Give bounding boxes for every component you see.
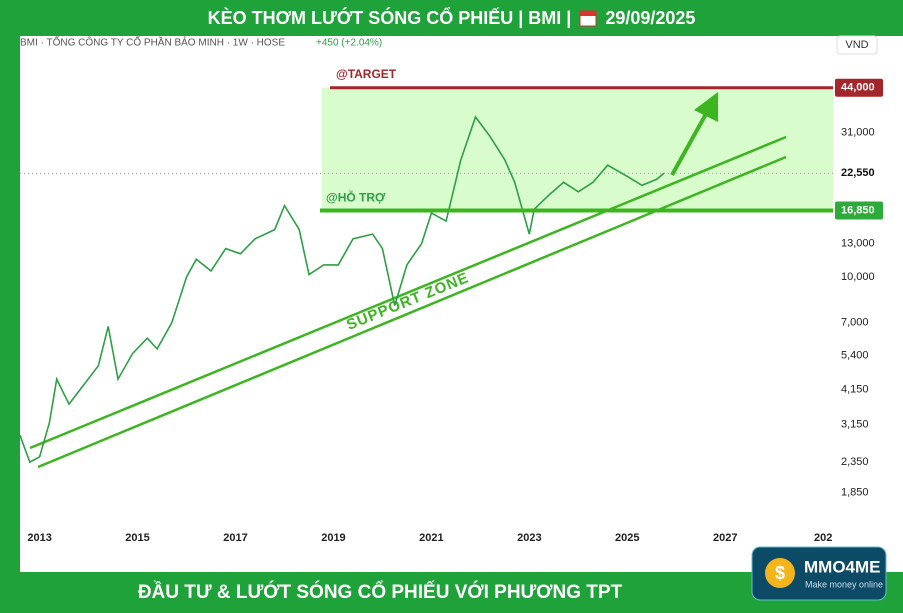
change: +450 (+2.04%) xyxy=(316,38,382,49)
price-line xyxy=(19,115,665,464)
logo-tagline: Make money online xyxy=(805,579,883,589)
logo-text: MMO4ME xyxy=(804,557,881,576)
x-tick-label: 2019 xyxy=(321,532,345,544)
x-tick-label: 2015 xyxy=(125,532,149,544)
x-tick-label: 2025 xyxy=(615,532,639,544)
header-date: 29/09/2025 xyxy=(605,7,696,28)
y-tick-label: 4,150 xyxy=(841,383,869,395)
target-label: @TARGET xyxy=(336,67,397,81)
y-tick-label: 2,350 xyxy=(841,456,869,468)
support-label: @HỖ TRỢ xyxy=(326,190,386,205)
target-zone xyxy=(322,87,833,211)
y-tick-label: 5,400 xyxy=(841,350,869,362)
header-title: KÈO THƠM LƯỚT SÓNG CỔ PHIẾU | BMI | xyxy=(207,7,572,28)
logo-coin xyxy=(765,558,795,588)
legend: BMI · TỔNG CÔNG TY CỔ PHẦN BẢO MINH · 1W… xyxy=(20,36,285,49)
price-tag-label: 44,000 xyxy=(841,82,875,94)
arrow-shaft xyxy=(670,113,708,176)
unit: VND xyxy=(845,39,868,51)
price-tag xyxy=(835,78,883,97)
y-tick-label: 31,000 xyxy=(841,126,875,138)
y-tick-label: 1,850 xyxy=(841,487,869,499)
price-tag xyxy=(835,201,883,220)
x-tick-label: 2013 xyxy=(27,532,51,544)
channel-upper xyxy=(29,135,787,450)
x-tick-label: 2023 xyxy=(517,532,541,544)
calendar-icon xyxy=(579,10,597,27)
y-tick-label: 10,000 xyxy=(841,271,875,283)
price-tag xyxy=(835,164,883,183)
y-tick-label: 3,150 xyxy=(841,419,869,431)
price-tag-label: 16,850 xyxy=(841,204,875,216)
unit-box xyxy=(836,35,878,55)
x-tick-label: 2027 xyxy=(713,532,737,544)
x-tick-label: 202 xyxy=(814,532,832,544)
logo: $ MMO4ME Make money online xyxy=(751,546,887,601)
logo-dollar: $ xyxy=(775,563,785,583)
y-tick-label: 13,000 xyxy=(841,237,875,249)
header: KÈO THƠM LƯỚT SÓNG CỔ PHIẾU | BMI | 29/0… xyxy=(0,0,903,36)
price-tag-label: 22,550 xyxy=(841,167,875,179)
y-tick-label: 7,000 xyxy=(841,317,869,329)
x-tick-label: 2021 xyxy=(419,532,443,544)
arrow-head xyxy=(694,92,718,122)
x-tick-label: 2017 xyxy=(223,532,247,544)
footer: ĐẦU TƯ & LƯỚT SÓNG CỔ PHIẾU VỚI PHƯƠNG T… xyxy=(0,572,760,613)
footer-text: ĐẦU TƯ & LƯỚT SÓNG CỔ PHIẾU VỚI PHƯƠNG T… xyxy=(137,581,623,603)
